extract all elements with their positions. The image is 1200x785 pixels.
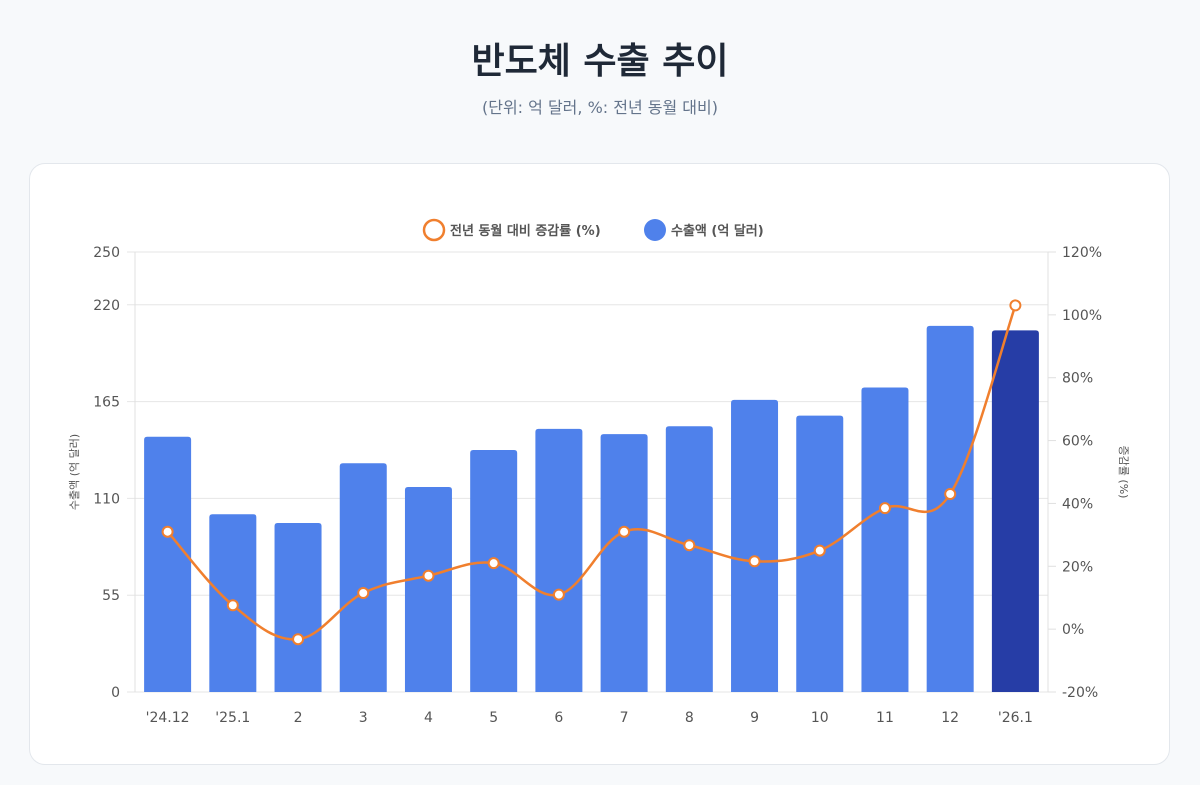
legend-bar-swatch — [644, 219, 666, 241]
growth-point — [161, 525, 174, 538]
growth-point — [813, 544, 826, 557]
growth-point — [226, 599, 239, 612]
page-subtitle: (단위: 억 달러, %: 전년 동월 대비) — [482, 98, 718, 117]
left-tick-label: 165 — [93, 395, 120, 411]
bar — [274, 523, 322, 692]
bar — [861, 387, 909, 692]
growth-point — [422, 569, 435, 582]
left-tick-label: 110 — [93, 491, 120, 507]
x-tick-label: 7 — [620, 710, 629, 726]
bar — [339, 463, 387, 692]
growth-line — [166, 305, 1017, 641]
bar — [991, 330, 1039, 692]
growth-point — [618, 525, 631, 538]
growth-point — [748, 555, 761, 568]
growth-point — [487, 557, 500, 570]
right-tick-label: 0% — [1062, 622, 1084, 638]
x-tick-label: 12 — [941, 710, 959, 726]
right-tick-label: 80% — [1062, 371, 1093, 387]
x-tick-label: 11 — [876, 710, 894, 726]
left-tick-label: 0 — [111, 685, 120, 701]
legend-line-swatch — [422, 218, 446, 242]
x-tick-label: 2 — [294, 710, 303, 726]
x-tick-label: '25.1 — [215, 710, 250, 726]
legend-line-label: 전년 동월 대비 증감률 (%) — [450, 223, 601, 239]
bar — [665, 426, 713, 692]
growth-point — [1009, 299, 1022, 312]
bar — [731, 399, 779, 692]
bar — [535, 428, 583, 692]
growth-point — [683, 539, 696, 552]
page-title: 반도체 수출 추이 — [471, 41, 729, 82]
right-tick-label: 40% — [1062, 496, 1093, 512]
bar — [144, 436, 192, 692]
left-tick-label: 250 — [93, 245, 120, 261]
x-tick-label: 6 — [554, 710, 563, 726]
x-tick-label: 3 — [359, 710, 368, 726]
x-tick-label: '24.12 — [146, 710, 190, 726]
x-tick-label: 9 — [750, 710, 759, 726]
bar — [470, 450, 518, 692]
right-tick-label: -20% — [1062, 685, 1098, 701]
left-axis-label: 수출액 (억 달러) — [68, 434, 81, 510]
bar — [600, 434, 648, 692]
x-tick-label: 10 — [811, 710, 829, 726]
left-tick-label: 220 — [93, 298, 120, 314]
growth-point — [944, 488, 957, 500]
right-tick-label: 60% — [1062, 434, 1093, 450]
x-tick-label: 5 — [489, 710, 498, 726]
right-axis-label: 증감률 (%) — [1117, 446, 1130, 499]
bar — [926, 325, 974, 692]
growth-point — [357, 587, 370, 599]
x-tick-label: '26.1 — [998, 710, 1033, 726]
growth-point — [292, 633, 305, 646]
x-tick-label: 8 — [685, 710, 694, 726]
right-tick-label: 120% — [1062, 245, 1102, 261]
growth-point — [878, 502, 891, 515]
left-tick-label: 55 — [102, 588, 120, 604]
right-tick-label: 100% — [1062, 308, 1102, 324]
x-tick-label: 4 — [424, 710, 433, 726]
growth-point — [552, 588, 565, 601]
legend-bar-label: 수출액 (억 달러) — [671, 223, 764, 239]
bar — [404, 486, 452, 692]
right-tick-label: 20% — [1062, 559, 1093, 575]
